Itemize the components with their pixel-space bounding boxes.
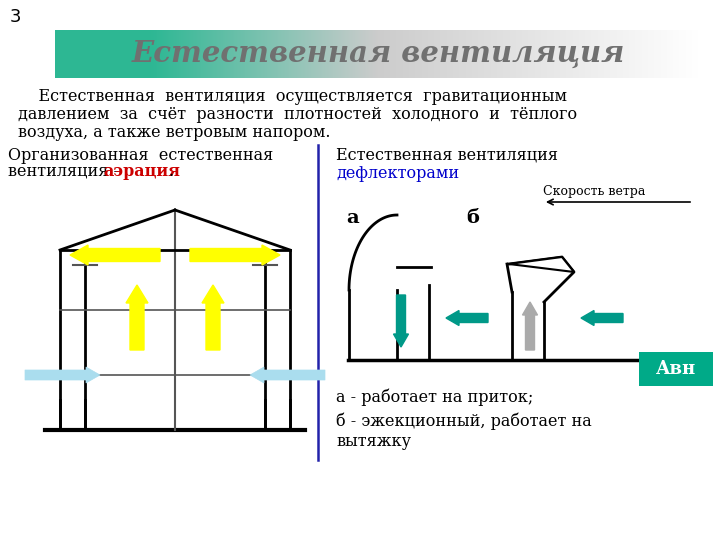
- Text: 3: 3: [10, 8, 22, 26]
- FancyArrow shape: [25, 367, 100, 383]
- Text: б: б: [467, 209, 480, 227]
- FancyArrow shape: [250, 367, 325, 383]
- FancyBboxPatch shape: [639, 352, 713, 386]
- Polygon shape: [509, 257, 574, 272]
- Text: Естественная вентиляция: Естественная вентиляция: [336, 147, 558, 164]
- FancyArrow shape: [202, 285, 224, 350]
- FancyArrow shape: [190, 245, 280, 265]
- Text: Скорость ветра: Скорость ветра: [543, 186, 645, 199]
- FancyArrow shape: [446, 310, 488, 326]
- Text: .: .: [168, 163, 173, 180]
- FancyArrow shape: [70, 245, 160, 265]
- Text: а: а: [346, 209, 359, 227]
- Text: вытяжку: вытяжку: [336, 433, 411, 450]
- FancyArrow shape: [523, 302, 538, 350]
- Text: Авн: Авн: [656, 360, 696, 378]
- Text: Естественная вентиляция: Естественная вентиляция: [131, 38, 625, 68]
- Text: б - эжекционный, работает на: б - эжекционный, работает на: [336, 413, 592, 430]
- Text: вентиляция -: вентиляция -: [8, 163, 124, 180]
- Text: дефлекторами: дефлекторами: [336, 165, 459, 182]
- Text: а - работает на приток;: а - работает на приток;: [336, 388, 534, 406]
- Text: Организованная  естественная: Организованная естественная: [8, 147, 274, 164]
- Text: аэрация: аэрация: [103, 163, 180, 180]
- FancyArrow shape: [394, 295, 408, 347]
- Text: давлением  за  счёт  разности  плотностей  холодного  и  тёплого: давлением за счёт разности плотностей хо…: [18, 106, 577, 123]
- FancyArrow shape: [581, 310, 623, 326]
- Text: воздуха, а также ветровым напором.: воздуха, а также ветровым напором.: [18, 124, 330, 141]
- Text: Естественная  вентиляция  осуществляется  гравитационным: Естественная вентиляция осуществляется г…: [18, 88, 567, 105]
- FancyArrow shape: [126, 285, 148, 350]
